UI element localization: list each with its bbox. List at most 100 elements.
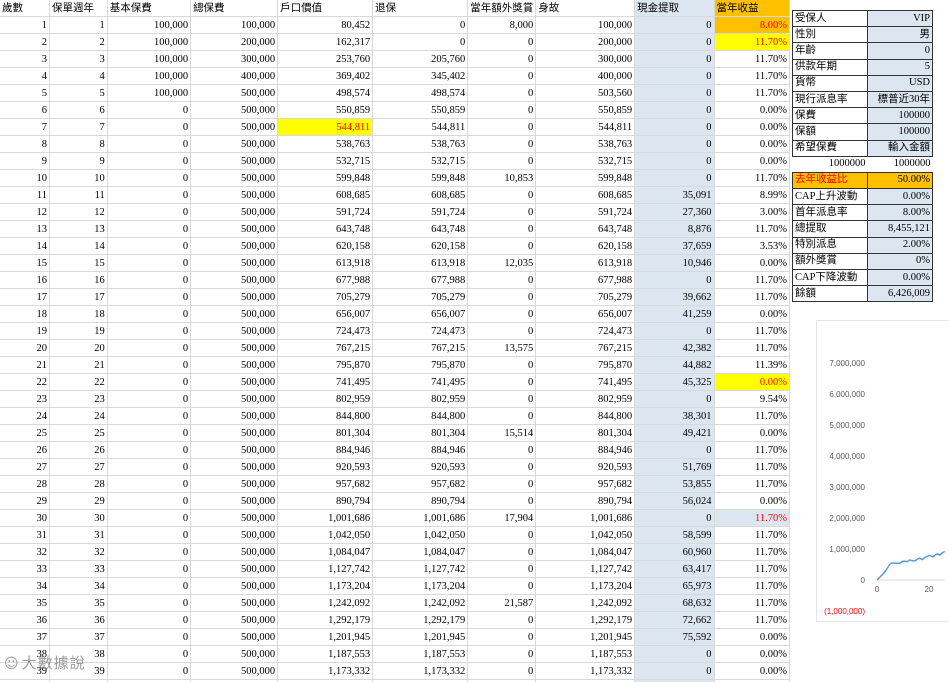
table-cell[interactable]: 0 bbox=[107, 526, 192, 544]
table-cell[interactable]: 42,382 bbox=[634, 339, 715, 357]
table-cell[interactable]: 16 bbox=[0, 271, 51, 289]
table-cell[interactable]: 500,000 bbox=[190, 679, 279, 682]
table-cell[interactable]: 801,304 bbox=[277, 424, 374, 442]
table-cell[interactable]: 13,575 bbox=[467, 339, 537, 357]
table-cell[interactable]: 35 bbox=[0, 594, 51, 612]
param-value[interactable]: 標普近30年 bbox=[867, 90, 933, 109]
table-cell[interactable]: 0 bbox=[467, 560, 537, 578]
table-cell[interactable]: 1,001,686 bbox=[535, 509, 636, 527]
table-cell[interactable]: 20 bbox=[0, 339, 51, 357]
table-cell[interactable]: 0 bbox=[467, 373, 537, 391]
table-cell[interactable]: 0 bbox=[467, 203, 537, 221]
table-cell[interactable]: 0 bbox=[107, 560, 192, 578]
table-cell[interactable]: 34 bbox=[49, 577, 108, 595]
table-cell[interactable]: 7 bbox=[49, 118, 108, 136]
col-header-extra-bonus[interactable]: 當年額外獎賞 bbox=[467, 0, 537, 17]
table-cell[interactable]: 15 bbox=[0, 254, 51, 272]
table-cell[interactable]: 0 bbox=[107, 594, 192, 612]
table-cell[interactable]: 0 bbox=[107, 271, 192, 289]
table-cell[interactable]: 767,215 bbox=[277, 339, 374, 357]
table-cell[interactable]: 12 bbox=[49, 203, 108, 221]
table-cell[interactable]: 920,593 bbox=[535, 458, 636, 476]
param-value[interactable]: 0 bbox=[867, 42, 933, 60]
table-cell[interactable]: 0 bbox=[107, 611, 192, 629]
table-cell[interactable]: 21,587 bbox=[467, 594, 537, 612]
table-cell[interactable]: 500,000 bbox=[190, 101, 279, 119]
table-cell[interactable]: 550,859 bbox=[535, 101, 636, 119]
table-cell[interactable]: 0 bbox=[107, 254, 192, 272]
table-cell[interactable]: 1,242,092 bbox=[535, 594, 636, 612]
table-cell[interactable]: 100,000 bbox=[190, 16, 279, 34]
table-cell[interactable]: 724,473 bbox=[372, 322, 469, 340]
table-cell[interactable]: 0 bbox=[634, 271, 715, 289]
table-cell[interactable]: 1,320,050 bbox=[277, 679, 374, 682]
table-cell[interactable]: 100,000 bbox=[107, 67, 192, 85]
table-cell[interactable]: 957,682 bbox=[535, 475, 636, 493]
table-cell[interactable]: 532,715 bbox=[535, 152, 636, 170]
table-cell[interactable]: 0 bbox=[107, 475, 192, 493]
table-cell[interactable]: 656,007 bbox=[372, 305, 469, 323]
table-cell[interactable]: 17,904 bbox=[467, 509, 537, 527]
table-cell[interactable]: 2 bbox=[49, 33, 108, 51]
table-cell[interactable]: 544,811 bbox=[535, 118, 636, 136]
table-cell[interactable]: 920,593 bbox=[277, 458, 374, 476]
table-cell[interactable]: 31 bbox=[49, 526, 108, 544]
table-cell[interactable]: 12 bbox=[0, 203, 51, 221]
table-cell[interactable]: 34 bbox=[0, 577, 51, 595]
param-value[interactable]: 50.00% bbox=[867, 171, 933, 190]
table-cell[interactable]: 0 bbox=[467, 577, 537, 595]
table-cell[interactable]: 60,960 bbox=[634, 543, 715, 561]
table-cell[interactable]: 0 bbox=[107, 220, 192, 238]
table-cell[interactable]: 0 bbox=[107, 152, 192, 170]
table-cell[interactable]: 0 bbox=[634, 16, 715, 34]
table-cell[interactable]: 500,000 bbox=[190, 288, 279, 306]
table-cell[interactable]: 0 bbox=[634, 152, 715, 170]
table-cell[interactable]: 608,685 bbox=[372, 186, 469, 204]
table-cell[interactable]: 0 bbox=[467, 322, 537, 340]
table-cell[interactable]: 0 bbox=[107, 305, 192, 323]
table-cell[interactable]: 1,084,047 bbox=[277, 543, 374, 561]
param-value[interactable]: 8.00% bbox=[867, 204, 933, 222]
table-cell[interactable]: 100,000 bbox=[107, 84, 192, 102]
table-cell[interactable]: 884,946 bbox=[277, 441, 374, 459]
table-cell[interactable]: 10 bbox=[0, 169, 51, 187]
table-cell[interactable]: 591,724 bbox=[535, 203, 636, 221]
table-cell[interactable]: 4 bbox=[49, 67, 108, 85]
table-cell[interactable]: 1,242,092 bbox=[372, 594, 469, 612]
table-cell[interactable]: 369,402 bbox=[277, 67, 374, 85]
table-cell[interactable]: 0.00% bbox=[714, 424, 790, 442]
table-cell[interactable]: 1,127,742 bbox=[535, 560, 636, 578]
table-cell[interactable]: 890,794 bbox=[372, 492, 469, 510]
table-cell[interactable]: 1,001,686 bbox=[372, 509, 469, 527]
table-cell[interactable]: 599,848 bbox=[277, 169, 374, 187]
table-cell[interactable]: 19 bbox=[49, 322, 108, 340]
table-cell[interactable]: 620,158 bbox=[535, 237, 636, 255]
table-cell[interactable]: 1,173,204 bbox=[535, 577, 636, 595]
table-cell[interactable]: 6 bbox=[49, 101, 108, 119]
table-cell[interactable]: 0.00% bbox=[714, 373, 790, 391]
table-cell[interactable]: 500,000 bbox=[190, 84, 279, 102]
col-header-account-value[interactable]: 戶口價值 bbox=[277, 0, 374, 17]
table-cell[interactable]: 0 bbox=[467, 441, 537, 459]
table-cell[interactable]: 0 bbox=[107, 679, 192, 682]
table-cell[interactable]: 741,495 bbox=[372, 373, 469, 391]
table-cell[interactable]: 643,748 bbox=[372, 220, 469, 238]
table-cell[interactable]: 724,473 bbox=[535, 322, 636, 340]
table-cell[interactable]: 1,127,742 bbox=[277, 560, 374, 578]
table-cell[interactable]: 741,495 bbox=[535, 373, 636, 391]
table-cell[interactable]: 0 bbox=[467, 356, 537, 374]
table-cell[interactable]: 656,007 bbox=[277, 305, 374, 323]
table-cell[interactable]: 0 bbox=[467, 628, 537, 646]
table-cell[interactable]: 0 bbox=[467, 475, 537, 493]
table-cell[interactable]: 11.70% bbox=[714, 458, 790, 476]
table-cell[interactable]: 503,560 bbox=[535, 84, 636, 102]
table-cell[interactable]: 500,000 bbox=[190, 118, 279, 136]
table-cell[interactable]: 498,574 bbox=[277, 84, 374, 102]
table-cell[interactable]: 44,882 bbox=[634, 356, 715, 374]
table-cell[interactable]: 890,794 bbox=[277, 492, 374, 510]
table-cell[interactable]: 10 bbox=[49, 169, 108, 187]
table-cell[interactable]: 38,301 bbox=[634, 407, 715, 425]
table-cell[interactable]: 1,001,686 bbox=[277, 509, 374, 527]
table-cell[interactable]: 1,201,945 bbox=[372, 628, 469, 646]
table-cell[interactable]: 656,007 bbox=[535, 305, 636, 323]
